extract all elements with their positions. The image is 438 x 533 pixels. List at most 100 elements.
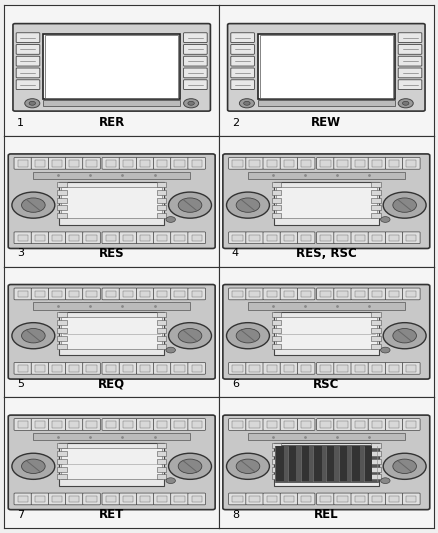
Bar: [106, 496, 116, 502]
Bar: [371, 328, 381, 333]
FancyBboxPatch shape: [231, 45, 254, 54]
FancyBboxPatch shape: [48, 232, 66, 244]
Bar: [272, 320, 281, 325]
Circle shape: [12, 192, 55, 218]
FancyBboxPatch shape: [154, 493, 171, 505]
Bar: [355, 160, 365, 167]
Bar: [57, 466, 67, 472]
Bar: [52, 496, 62, 502]
FancyBboxPatch shape: [351, 157, 369, 169]
Bar: [106, 235, 116, 241]
Bar: [140, 421, 150, 428]
Bar: [284, 421, 294, 428]
Circle shape: [178, 198, 202, 212]
Bar: [86, 235, 97, 241]
FancyBboxPatch shape: [83, 157, 100, 169]
Bar: [267, 365, 277, 372]
FancyBboxPatch shape: [246, 362, 263, 374]
Bar: [157, 451, 166, 456]
Bar: [320, 421, 331, 428]
Bar: [372, 290, 382, 297]
Bar: [18, 160, 28, 167]
Bar: [157, 182, 166, 187]
Bar: [157, 328, 166, 333]
FancyBboxPatch shape: [297, 418, 315, 430]
Bar: [61, 187, 162, 218]
FancyBboxPatch shape: [385, 157, 403, 169]
Circle shape: [25, 99, 40, 108]
Bar: [272, 451, 281, 456]
Bar: [371, 474, 381, 479]
Bar: [18, 496, 28, 502]
Bar: [272, 312, 281, 318]
FancyBboxPatch shape: [334, 157, 351, 169]
FancyBboxPatch shape: [14, 493, 32, 505]
FancyBboxPatch shape: [385, 493, 403, 505]
FancyBboxPatch shape: [246, 157, 263, 169]
Bar: [157, 235, 167, 241]
Bar: [35, 235, 45, 241]
Bar: [157, 190, 166, 195]
FancyBboxPatch shape: [317, 493, 334, 505]
Bar: [371, 198, 381, 203]
Bar: [157, 312, 166, 318]
Circle shape: [240, 99, 254, 108]
FancyBboxPatch shape: [351, 232, 369, 244]
Circle shape: [393, 328, 417, 343]
Circle shape: [21, 198, 45, 212]
Bar: [191, 290, 202, 297]
FancyBboxPatch shape: [385, 288, 403, 300]
Bar: [275, 446, 378, 482]
FancyBboxPatch shape: [263, 232, 281, 244]
FancyBboxPatch shape: [223, 285, 430, 379]
FancyBboxPatch shape: [246, 288, 263, 300]
FancyBboxPatch shape: [263, 418, 281, 430]
Bar: [276, 187, 377, 218]
FancyBboxPatch shape: [102, 418, 120, 430]
Bar: [86, 421, 97, 428]
Text: 3: 3: [17, 248, 24, 259]
Bar: [123, 290, 133, 297]
FancyBboxPatch shape: [229, 157, 246, 169]
FancyBboxPatch shape: [66, 288, 83, 300]
FancyBboxPatch shape: [297, 288, 315, 300]
Bar: [57, 312, 67, 318]
Bar: [52, 235, 62, 241]
FancyBboxPatch shape: [297, 493, 315, 505]
Bar: [314, 446, 321, 481]
FancyBboxPatch shape: [83, 418, 100, 430]
Bar: [320, 290, 331, 297]
FancyBboxPatch shape: [184, 56, 207, 66]
FancyBboxPatch shape: [66, 232, 83, 244]
FancyBboxPatch shape: [398, 68, 422, 78]
Bar: [371, 459, 381, 464]
FancyBboxPatch shape: [119, 418, 137, 430]
Bar: [57, 182, 67, 187]
FancyBboxPatch shape: [246, 493, 263, 505]
FancyBboxPatch shape: [280, 418, 298, 430]
Bar: [57, 474, 67, 479]
Bar: [248, 433, 405, 440]
Bar: [45, 35, 178, 98]
Bar: [406, 290, 417, 297]
Bar: [86, 290, 97, 297]
Bar: [157, 443, 166, 448]
Bar: [337, 496, 348, 502]
Bar: [372, 496, 382, 502]
Text: REL: REL: [314, 508, 339, 521]
Bar: [232, 365, 243, 372]
FancyBboxPatch shape: [66, 157, 83, 169]
Circle shape: [169, 192, 212, 218]
Circle shape: [184, 99, 198, 108]
Circle shape: [393, 198, 417, 212]
FancyBboxPatch shape: [48, 157, 66, 169]
FancyBboxPatch shape: [231, 68, 254, 78]
Circle shape: [178, 459, 202, 473]
FancyBboxPatch shape: [171, 288, 188, 300]
Bar: [272, 205, 281, 211]
Bar: [123, 365, 133, 372]
FancyBboxPatch shape: [317, 288, 334, 300]
FancyBboxPatch shape: [229, 418, 246, 430]
Bar: [272, 466, 281, 472]
Circle shape: [188, 101, 194, 105]
